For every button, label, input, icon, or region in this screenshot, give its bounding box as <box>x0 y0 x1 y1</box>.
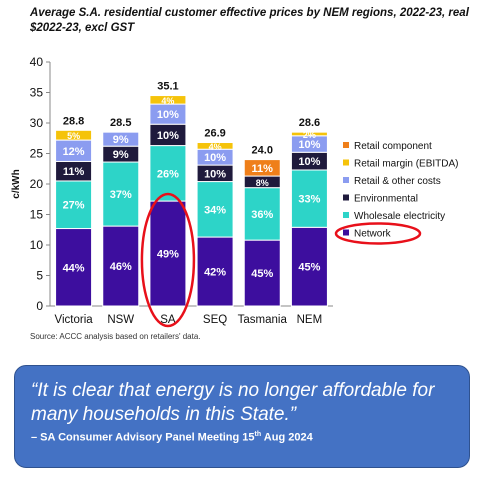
bar-segment-label: 9% <box>113 149 129 161</box>
bar-segment <box>243 187 281 241</box>
y-tick-label: 30 <box>30 116 44 130</box>
y-tick-label: 35 <box>30 86 44 100</box>
bar-segment-label: 5% <box>67 131 80 141</box>
quote-attribution: – SA Consumer Advisory Panel Meeting 15t… <box>31 431 453 444</box>
x-tick-label: NSW <box>107 314 134 326</box>
bar-segment <box>55 228 93 307</box>
y-tick-label: 25 <box>30 147 44 161</box>
bar-segment <box>102 161 140 227</box>
bar-segment <box>290 169 328 228</box>
bar-segment-label: 27% <box>63 200 85 212</box>
quote-attribution-end: Aug 2024 <box>261 431 313 444</box>
legend-swatch <box>343 229 349 236</box>
y-tick-label: 0 <box>36 299 43 313</box>
bar-segment <box>196 181 234 238</box>
highlight-ellipse-network-legend <box>334 222 422 245</box>
bar-total-label: 35.1 <box>157 81 178 93</box>
legend-label: Environmental <box>354 194 418 205</box>
bar-segment-label: 44% <box>63 262 85 274</box>
bar-segment-label: 33% <box>298 194 320 206</box>
x-tick-label: Victoria <box>55 314 94 326</box>
bar-segment-label: 12% <box>63 146 85 158</box>
bar-segment-label: 10% <box>157 109 179 121</box>
legend-label: Retail component <box>354 141 432 152</box>
bar-segment-label: 34% <box>204 204 226 216</box>
bar-segment-label: 11% <box>252 163 274 175</box>
y-tick-label: 40 <box>30 55 44 69</box>
bar-segment-label: 37% <box>110 189 132 201</box>
x-tick-label: SEQ <box>203 314 227 326</box>
legend-swatch <box>343 177 349 183</box>
legend-label: Retail & other costs <box>354 176 441 187</box>
legend-swatch <box>343 212 349 218</box>
legend-swatch <box>343 194 349 201</box>
stacked-bar-chart: 0 5 10 15 20 25 30 35 40 c/kWh Victoria NSW SA SEQ Tas… <box>11 55 458 328</box>
chart-title: Average S.A. residential customer effect… <box>30 7 469 34</box>
bar-segment <box>196 236 234 307</box>
highlight-ellipse-sa <box>140 192 196 328</box>
bar-segment <box>55 180 93 230</box>
bar-segment-label: 42% <box>204 267 226 279</box>
bar-segment-label: 49% <box>157 249 179 261</box>
x-tick-label: SA <box>160 314 176 326</box>
bar-segment-label: 10% <box>204 152 226 164</box>
legend-swatch <box>343 159 349 166</box>
bar-segment-label: 10% <box>157 130 179 142</box>
x-tick-label: Tasmania <box>238 314 288 326</box>
bar-segment-label: 9% <box>113 134 129 146</box>
y-tick-label: 5 <box>36 269 43 283</box>
bar-segment-label: 4% <box>161 96 174 106</box>
bar-segment-label: 45% <box>251 268 273 280</box>
bar-segment <box>55 129 93 141</box>
bar-segment <box>149 95 187 105</box>
bar-segment-label: 11% <box>63 166 85 178</box>
bar-segment-label: 8% <box>256 178 269 188</box>
bar-segment-label: 26% <box>157 168 179 180</box>
bar-segment <box>196 142 234 150</box>
bar-segment <box>102 225 140 307</box>
bar-segment <box>243 159 281 177</box>
y-tick-label: 20 <box>30 177 44 191</box>
bar-segment-label: 36% <box>251 209 273 221</box>
bar-segment-label: 10% <box>298 156 320 168</box>
bar-total-label: 28.6 <box>299 117 320 129</box>
bar-segment <box>290 131 328 137</box>
y-tick-label: 10 <box>30 238 44 252</box>
quote-attribution-suffix: th <box>254 431 262 438</box>
source-note: Source: ACCC analysis based on retailers… <box>30 332 201 341</box>
legend-label: Retail margin (EBITDA) <box>354 159 458 170</box>
bar-segment <box>290 226 328 307</box>
bar-total-label: 28.8 <box>63 115 84 127</box>
bar-segment <box>149 200 187 307</box>
legend-label: Network <box>354 229 392 240</box>
quote-attribution-text: – SA Consumer Advisory Panel Meeting 15 <box>31 431 255 444</box>
legend-swatch <box>343 142 349 148</box>
bar-total-label: 26.9 <box>204 128 225 140</box>
bar-segment-label: 10% <box>298 139 320 151</box>
bar-segment-label: 2% <box>303 130 316 140</box>
x-tick-label: NEM <box>297 314 323 326</box>
bar-segment-label: 45% <box>298 262 320 274</box>
bar-segment <box>102 131 140 147</box>
legend-label: Wholesale electricity <box>354 211 445 222</box>
quote-box: “It is clear that energy is no longer af… <box>14 365 470 468</box>
bar-segment-label: 46% <box>110 261 132 273</box>
bar-segment-label: 4% <box>209 142 222 152</box>
bar-segment <box>149 145 187 202</box>
y-axis-label: c/kWh <box>11 169 22 198</box>
y-tick-label: 15 <box>30 208 44 222</box>
bar-segment-label: 10% <box>204 168 226 180</box>
quote-text: “It is clear that energy is no longer af… <box>31 380 435 425</box>
bar-total-label: 24.0 <box>252 145 273 157</box>
bar-total-label: 28.5 <box>110 117 131 129</box>
